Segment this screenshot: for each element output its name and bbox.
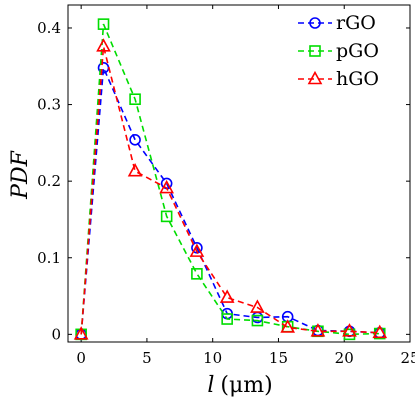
data-point	[310, 323, 326, 337]
data-point	[97, 18, 110, 30]
x-axis-label-var: l	[207, 373, 214, 398]
data-point	[191, 268, 203, 280]
data-point	[160, 210, 173, 223]
y-tick-label: 0.3	[37, 96, 61, 114]
data-point	[159, 179, 175, 194]
y-tick-label: 0.1	[37, 249, 61, 267]
legend: rGO pGO hGO	[298, 12, 379, 90]
data-point	[127, 163, 143, 177]
plot-frame	[67, 4, 411, 343]
legend-label: rGO	[336, 12, 376, 34]
data-point	[372, 324, 388, 339]
x-tick-label: 0	[76, 349, 86, 367]
legend-entry-rGO: rGO	[298, 12, 376, 34]
legend-label: hGO	[336, 68, 379, 90]
data-point	[280, 319, 296, 333]
legend-entry-hGO: hGO	[298, 68, 379, 90]
data-point	[129, 93, 141, 106]
legend-marker	[307, 70, 323, 85]
data-point	[221, 313, 233, 325]
legend-entry-pGO: pGO	[298, 40, 379, 62]
x-tick-label: 15	[269, 349, 288, 367]
x-tick-label: 20	[335, 349, 354, 367]
data-point	[219, 289, 235, 303]
legend-label: pGO	[336, 40, 379, 62]
data-point	[250, 299, 265, 313]
y-tick-label: 0	[51, 325, 61, 343]
data-point	[189, 243, 205, 257]
data-point	[373, 327, 386, 340]
data-point	[96, 38, 111, 52]
series-hGO	[73, 38, 388, 340]
x-tick-label: 25	[400, 349, 415, 367]
series-line	[80, 23, 380, 336]
legend-marker	[309, 17, 321, 29]
y-axis-label: PDF	[8, 150, 33, 199]
axes: 0 5 10 15 20 25 0 0.1 0.2 0.3 0.4	[37, 4, 415, 367]
x-tick-label: 5	[142, 349, 152, 367]
y-tick-label: 0.4	[37, 19, 61, 37]
x-tick-label: 10	[203, 349, 222, 367]
x-axis-label-unit: (μm)	[220, 373, 272, 398]
series-line	[80, 46, 380, 335]
series-line	[80, 67, 380, 335]
data-point	[251, 314, 264, 327]
x-axis-label: l (μm)	[207, 373, 272, 398]
y-tick-label: 0.2	[37, 172, 61, 190]
data-point	[342, 323, 357, 337]
data-point	[129, 134, 141, 146]
series-layer	[73, 18, 388, 341]
data-point	[73, 326, 89, 340]
legend-marker	[309, 45, 321, 57]
